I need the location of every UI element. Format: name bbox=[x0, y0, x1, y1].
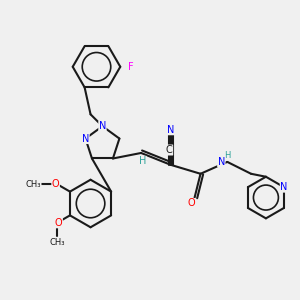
Text: N: N bbox=[99, 121, 106, 131]
Text: O: O bbox=[55, 218, 62, 228]
Text: H: H bbox=[224, 152, 230, 160]
Text: H: H bbox=[139, 156, 146, 166]
Text: C: C bbox=[166, 145, 173, 155]
Text: O: O bbox=[188, 199, 195, 208]
Text: O: O bbox=[52, 179, 59, 189]
Text: N: N bbox=[218, 157, 225, 167]
Text: CH₃: CH₃ bbox=[26, 180, 41, 189]
Text: N: N bbox=[82, 134, 89, 143]
Text: N: N bbox=[280, 182, 288, 192]
Text: N: N bbox=[167, 125, 175, 135]
Text: F: F bbox=[128, 62, 134, 72]
Text: CH₃: CH₃ bbox=[49, 238, 65, 247]
